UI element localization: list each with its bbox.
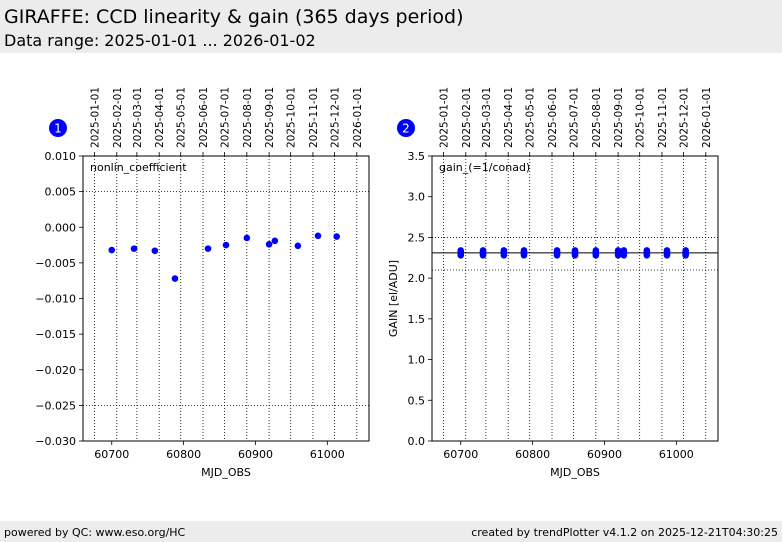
panel1-date-tick-label: 2025-12-01 [330,87,342,148]
panel2-y-axis-label: GAIN [el/ADU] [387,260,400,337]
panel1-y-tick-label: −0.005 [35,257,76,270]
panel2-date-tick-label: 2025-08-01 [591,87,603,148]
panel2-y-tick-label: 3.0 [408,191,426,204]
panel1-y-tick-label: 0.005 [45,186,77,199]
page-title: GIRAFFE: CCD linearity & gain (365 days … [4,6,464,28]
panel2-date-tick-label: 2025-10-01 [635,87,647,148]
panel1-y-tick-label: −0.020 [35,364,76,377]
panel1-data-point [130,245,138,252]
panel1-data-point [271,237,279,245]
panel2-y-tick-label: 1.5 [408,313,426,326]
panel1-data-point [294,242,302,250]
panel2-x-tick-label: 60800 [515,448,550,461]
panel2-date-tick-label: 2025-02-01 [461,87,473,148]
panel1-y-tick-label: −0.010 [35,293,76,306]
panel1-date-tick-label: 2025-07-01 [220,87,232,148]
panel2-data-point [620,247,628,254]
panel2-data-point [614,247,622,254]
panel2-date-tick-label: 2025-09-01 [613,87,625,148]
panel1-date-tick-label: 2025-09-01 [264,87,276,148]
panel1-y-tick-label: 0.010 [45,150,77,163]
panel2-x-tick-label: 61000 [659,448,694,461]
report-footer: powered by QC: www.eso.org/HC created by… [0,521,782,542]
panel2-x-tick-label: 60900 [587,448,622,461]
panel2-y-tick-label: 2.0 [408,272,426,285]
panel1-data-point [243,234,251,242]
panel2-date-tick-label: 2025-06-01 [547,87,559,148]
footer-generator: created by trendPlotter v4.1.2 on 2025-1… [471,526,778,539]
panel1-x-tick-label: 61000 [310,448,345,461]
panel1-x-axis-label: MJD_OBS [201,466,251,479]
panel1-x-tick-label: 60900 [238,448,273,461]
panel2-x-axis-label: MJD_OBS [550,466,600,479]
panel2-data-point [500,247,508,254]
panel2-y-tick-label: 2.5 [408,231,426,244]
panel2-data-point [457,247,465,254]
panel1-data-point [265,241,273,248]
panel1-data-point [151,247,159,255]
panel1-date-tick-label: 2025-02-01 [112,87,124,148]
panel2-plot-frame [431,155,719,442]
panel2-badge-circle [397,119,415,137]
panel2-date-tick-label: 2026-01-01 [701,87,713,148]
panel1-data-point [333,233,340,240]
panel2-data-point [553,247,561,254]
panel2-y-tick-label: 1.0 [408,354,426,367]
panel1-date-tick-label: 2025-03-01 [132,87,144,148]
panel1-y-tick-label: 0.000 [45,221,77,234]
panel1-annotation: nonlin_coefficient [90,161,187,174]
panel2-badge-number: 2 [402,122,410,136]
panel1-x-tick-label: 60700 [94,448,129,461]
panel2-y-tick-label: 3.5 [408,150,426,163]
panel2-date-tick-label: 2025-05-01 [525,87,537,148]
panel2-chart: 2025-01-01 2025-02-01 2025-03-01 2025-04-01… [387,87,719,479]
panel2-data-point [479,247,487,254]
panel1-date-tick-label: 2025-04-01 [154,87,166,148]
panel2-data-point [571,247,579,254]
panel1-y-tick-label: −0.015 [35,328,76,341]
panel1-data-point [314,232,322,240]
footer-credit: powered by QC: www.eso.org/HC [4,526,186,539]
date-range-subtitle: Data range: 2025-01-01 ... 2026-01-02 [4,31,316,50]
panel2-date-tick-label: 2025-04-01 [503,87,515,148]
panel1-badge-circle [49,119,67,137]
panel1-chart: 2025-01-01 2025-02-01 2025-03-01 2025-04-01… [35,87,370,479]
panel1-badge-number: 1 [54,122,62,136]
panel2-data-point [520,247,528,254]
panel1-plot-frame [82,155,370,442]
panel1-date-tick-label: 2025-06-01 [198,87,210,148]
panel2-date-tick-label: 2025-12-01 [679,87,691,148]
panel1-data-point [108,246,116,254]
panel1-data-point [222,241,230,249]
panel2-data-point [643,247,651,254]
panel1-data-point [171,275,179,282]
panel2-date-tick-label: 2025-11-01 [657,87,669,148]
panel1-date-tick-label: 2025-08-01 [242,87,254,148]
panel2-data-point [682,247,689,254]
panel1-date-tick-label: 2025-11-01 [308,87,320,148]
panel1-x-tick-label: 60800 [166,448,201,461]
panel2-y-tick-label: 0.0 [408,435,426,448]
panel1-date-tick-label: 2025-05-01 [176,87,188,148]
panel1-data-point [204,245,212,252]
panel2-data-point [592,247,600,254]
panel2-date-tick-label: 2025-03-01 [481,87,493,148]
panel1-date-tick-label: 2026-01-01 [352,87,364,148]
report-header: GIRAFFE: CCD linearity & gain (365 days … [0,0,782,53]
panel2-x-tick-label: 60700 [443,448,478,461]
panel2-y-tick-label: 0.5 [408,394,426,407]
panel1-date-tick-label: 2025-01-01 [89,87,101,148]
panel2-date-tick-label: 2025-01-01 [438,87,450,148]
panel2-data-point [663,247,671,254]
panel1-date-tick-label: 2025-10-01 [286,87,298,148]
panel1-y-tick-label: −0.025 [35,399,76,412]
panel2-date-tick-label: 2025-07-01 [569,87,581,148]
panel1-y-tick-label: −0.030 [35,435,76,448]
panel2-annotation: gain_(=1/conad) [439,161,530,174]
